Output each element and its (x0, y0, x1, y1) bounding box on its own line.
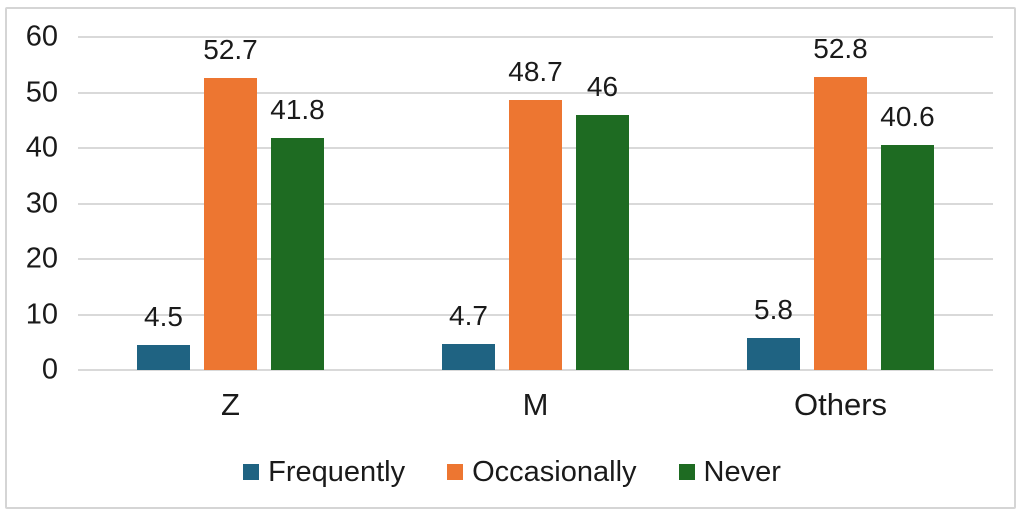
bar: 52.8 (813, 34, 868, 370)
bar-value-label: 48.7 (508, 55, 563, 87)
legend-label: Never (703, 456, 781, 488)
plot-area: 4.5 52.7 41.8 4.7 48.7 46 5.8 52.8 40.6 (78, 34, 993, 371)
bar-value-label: 40.6 (880, 100, 935, 132)
y-axis-tick-label: 30 (25, 187, 58, 219)
bar: 5.8 (747, 295, 800, 370)
gridline (78, 36, 993, 38)
legend-swatch-icon (243, 464, 260, 480)
bar-group: 5.8 52.8 40.6 (688, 34, 993, 370)
bar-value-label: 5.8 (754, 293, 793, 325)
bar: 41.8 (270, 96, 325, 370)
legend: Frequently Occasionally Never (0, 456, 1024, 488)
bar-group: 4.5 52.7 41.8 (78, 35, 383, 370)
y-axis-tick-label: 60 (25, 20, 58, 53)
legend-item: Never (678, 456, 781, 488)
bar: 4.5 (137, 303, 190, 370)
gridline (78, 369, 993, 371)
bar-group: 4.7 48.7 46 (383, 37, 688, 370)
y-axis-tick-label: 0 (41, 353, 58, 386)
x-category-label: Z (221, 387, 240, 422)
bar-value-label: 41.8 (270, 94, 325, 126)
gridline (78, 91, 993, 94)
legend-swatch-icon (678, 464, 695, 480)
bar-value-label: 52.7 (203, 33, 258, 65)
bar: 46 (576, 72, 629, 370)
x-category-label: M (522, 387, 549, 422)
legend-item: Frequently (243, 456, 405, 488)
bar: 48.7 (508, 57, 563, 370)
y-axis: 0 10 20 30 40 50 60 (0, 22, 60, 384)
legend-label: Frequently (268, 456, 406, 488)
legend-label: Occasionally (472, 456, 637, 488)
legend-item: Occasionally (447, 456, 637, 488)
bar-value-label: 4.5 (144, 301, 183, 333)
bar-value-label: 4.7 (449, 299, 488, 331)
y-axis-tick-label: 40 (25, 131, 58, 164)
bar: 52.7 (203, 35, 258, 370)
bar-groups: 4.5 52.7 41.8 4.7 48.7 46 5.8 52.8 40.6 (78, 34, 993, 370)
bar: 4.7 (442, 301, 495, 370)
y-axis-tick-label: 50 (25, 76, 58, 108)
bar-value-label: 52.8 (813, 32, 868, 64)
legend-swatch-icon (447, 464, 464, 480)
bar-value-label: 46 (586, 70, 619, 102)
x-category-label: Others (793, 387, 888, 422)
x-axis-category-labels: Z M Others (78, 386, 993, 424)
y-axis-tick-label: 10 (25, 298, 58, 330)
bar: 40.6 (880, 102, 935, 370)
y-axis-tick-label: 20 (25, 242, 58, 275)
